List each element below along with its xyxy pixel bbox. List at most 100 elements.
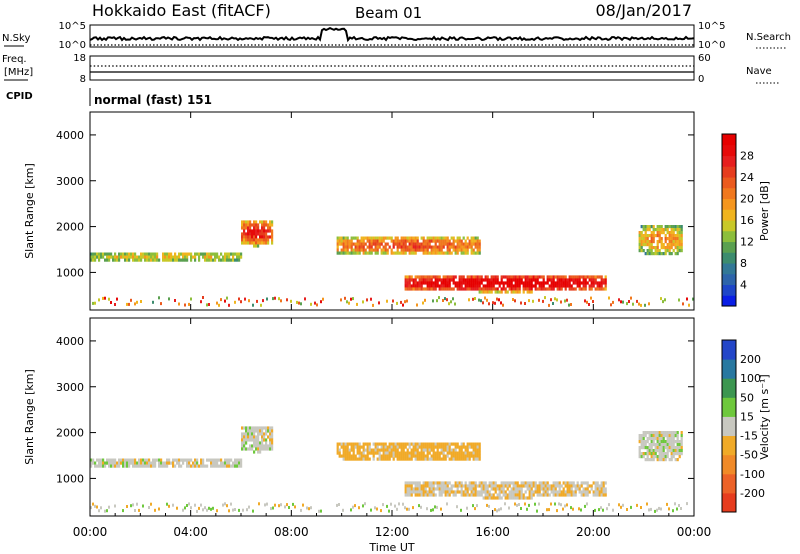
echo-cell xyxy=(572,287,575,291)
echo-cell xyxy=(350,242,353,246)
echo-cell xyxy=(468,242,471,246)
scatter-cell xyxy=(306,506,308,510)
echo-cell xyxy=(476,457,479,461)
echo-cell xyxy=(362,457,365,461)
echo-cell xyxy=(265,220,268,224)
echo-cell xyxy=(646,458,649,462)
echo-cell xyxy=(374,236,377,240)
echo-cell xyxy=(114,458,117,462)
scatter-cell xyxy=(94,504,96,508)
echo-cell xyxy=(432,457,435,461)
echo-cell xyxy=(396,451,399,455)
echo-cell xyxy=(668,431,671,435)
echo-cell xyxy=(468,281,471,285)
echo-cell xyxy=(498,290,501,294)
scatter-cell xyxy=(304,297,306,301)
echo-cell xyxy=(440,287,443,291)
echo-cell xyxy=(90,258,93,262)
echo-cell xyxy=(568,287,571,291)
echo-cell xyxy=(392,239,395,243)
echo-cell xyxy=(251,435,254,439)
echo-cell xyxy=(267,447,270,451)
echo-cell xyxy=(544,481,547,485)
echo-cell xyxy=(672,243,675,247)
echo-cell xyxy=(172,258,175,262)
echo-cell xyxy=(124,252,127,256)
echo-cell xyxy=(680,452,683,456)
echo-cell xyxy=(346,236,349,240)
echo-cell xyxy=(668,434,671,438)
echo-cell xyxy=(424,487,427,491)
echo-cell xyxy=(494,496,497,500)
echo-cell xyxy=(338,242,341,246)
echo-cell xyxy=(552,481,555,485)
echo-cell xyxy=(464,484,467,488)
echo-cell xyxy=(584,481,587,485)
scatter-cell xyxy=(628,300,630,303)
echo-cell xyxy=(594,484,597,488)
scatter-cell xyxy=(514,299,516,303)
echo-cell xyxy=(154,461,157,465)
echo-cell xyxy=(392,445,395,449)
echo-cell xyxy=(368,442,371,446)
echo-cell xyxy=(508,490,511,494)
echo-cell xyxy=(542,278,545,282)
echo-cell xyxy=(230,458,233,462)
echo-cell xyxy=(414,451,417,455)
echo-cell xyxy=(508,281,511,285)
echo-cell xyxy=(524,481,527,485)
echo-cell xyxy=(444,287,447,291)
echo-cell xyxy=(530,290,533,294)
echo-cell xyxy=(253,220,256,224)
echo-cell xyxy=(188,252,191,256)
echo-cell xyxy=(360,239,363,243)
echo-cell xyxy=(550,278,553,282)
echo-cell xyxy=(474,239,477,243)
echo-cell xyxy=(664,458,667,462)
echo-cell xyxy=(420,275,423,279)
echo-cell xyxy=(142,458,145,462)
echo-cell xyxy=(456,490,459,494)
colorbar-swatch xyxy=(722,155,736,167)
echo-cell xyxy=(444,242,447,246)
echo-cell xyxy=(346,251,349,255)
echo-cell xyxy=(442,275,445,279)
echo-cell xyxy=(420,457,423,461)
echo-cell xyxy=(638,243,641,247)
echo-cell xyxy=(356,251,359,255)
echo-cell xyxy=(168,255,171,259)
echo-cell xyxy=(190,258,193,262)
echo-cell xyxy=(358,239,361,243)
echo-cell xyxy=(518,290,521,294)
echo-cell xyxy=(494,281,497,285)
scatter-cell xyxy=(494,301,496,305)
scatter-cell xyxy=(166,502,168,506)
echo-cell xyxy=(650,252,653,256)
scatter-cell xyxy=(238,508,240,512)
echo-cell xyxy=(662,446,665,450)
echo-cell xyxy=(486,278,489,282)
scatter-cell xyxy=(564,299,566,303)
power-ylabel: Slant Range [km] xyxy=(23,163,36,259)
colorbar-tick-label: 200 xyxy=(740,353,761,366)
echo-cell xyxy=(568,281,571,285)
echo-cell xyxy=(532,275,535,279)
scatter-cell xyxy=(216,509,218,513)
echo-cell xyxy=(222,461,225,465)
echo-cell xyxy=(412,487,415,491)
scatter-cell xyxy=(372,303,374,307)
echo-cell xyxy=(352,451,355,455)
echo-cell xyxy=(530,278,533,282)
echo-cell xyxy=(406,493,409,497)
echo-cell xyxy=(422,278,425,282)
echo-cell xyxy=(534,278,537,282)
echo-cell xyxy=(540,287,543,291)
scatter-cell xyxy=(138,508,140,512)
echo-cell xyxy=(106,252,109,256)
echo-cell xyxy=(261,229,264,233)
echo-cell xyxy=(418,481,421,485)
echo-cell xyxy=(672,449,675,453)
echo-cell xyxy=(658,434,661,438)
echo-cell xyxy=(257,450,260,454)
echo-cell xyxy=(464,245,467,249)
